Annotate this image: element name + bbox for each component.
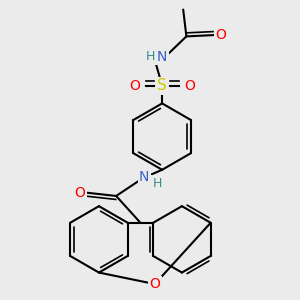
Text: N: N (157, 50, 167, 64)
Text: O: O (149, 277, 160, 291)
Text: O: O (74, 186, 85, 200)
Text: O: O (184, 79, 195, 92)
Text: S: S (157, 78, 167, 93)
Text: O: O (129, 79, 140, 92)
Text: H: H (145, 50, 155, 63)
Text: N: N (139, 170, 149, 184)
Text: O: O (215, 28, 226, 42)
Text: H: H (152, 177, 162, 190)
